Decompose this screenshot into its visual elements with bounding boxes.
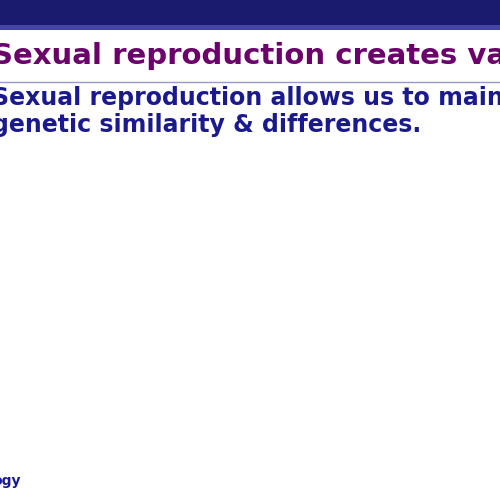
Bar [0, 25, 500, 30]
Text: Sexual reproduction creates variability: Sexual reproduction creates variability [0, 42, 500, 70]
Text: Sexual reproduction allows us to maintain both: Sexual reproduction allows us to maintai… [0, 86, 500, 110]
Bar [0, 0, 500, 25]
Text: genetic similarity & differences.: genetic similarity & differences. [0, 113, 421, 137]
Text: ogy: ogy [0, 474, 20, 488]
